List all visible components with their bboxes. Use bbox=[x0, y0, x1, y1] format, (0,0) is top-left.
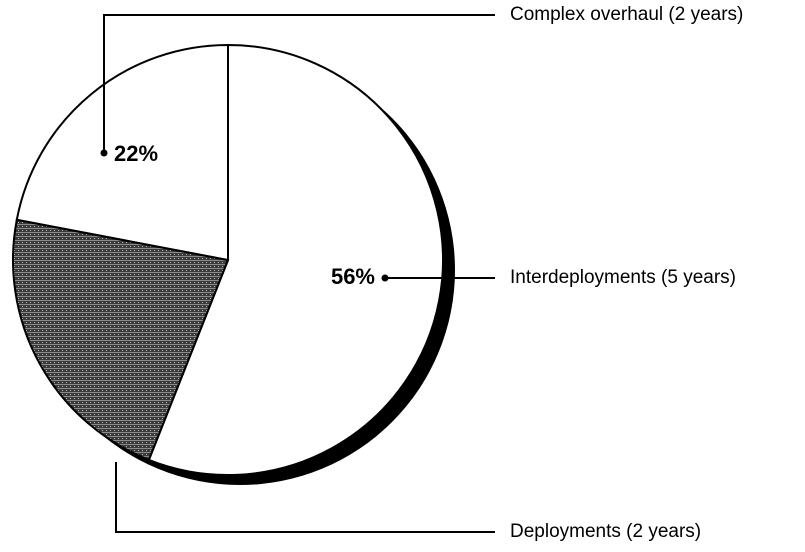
leader-dot bbox=[381, 274, 389, 282]
slice-label: Interdeployments (5 years) bbox=[510, 267, 736, 288]
pie-slice bbox=[147, 43, 444, 476]
value-label: 56% bbox=[331, 264, 375, 289]
slice-label: Complex overhaul (2 years) bbox=[510, 4, 743, 25]
leader-dot bbox=[100, 149, 108, 157]
value-label: 22% bbox=[114, 141, 158, 166]
leader-line bbox=[115, 462, 495, 533]
leader-line bbox=[103, 14, 495, 153]
pie-slice bbox=[12, 218, 230, 462]
slice-label: Deployments (2 years) bbox=[510, 521, 701, 542]
pie-slice bbox=[15, 43, 229, 262]
